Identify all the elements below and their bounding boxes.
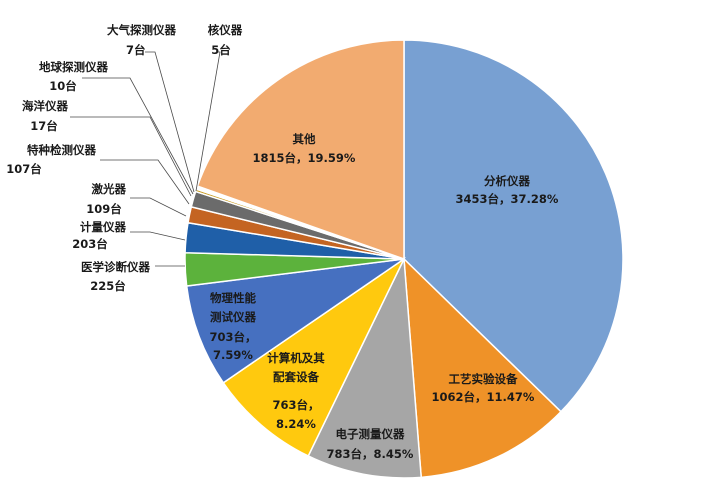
pie-slices [184,39,624,479]
pie-slice-2 [403,257,563,479]
label-jisuanji-line2: 配套设备 [273,370,319,384]
label-wuli-line3: 703台， [209,330,256,344]
label-jisuanji-line1: 计算机及其 [267,351,325,365]
label-diqiu-name: 地球探测仪器 [39,60,108,74]
label-gongyi-name: 工艺实验设备 [449,372,518,386]
pie-slice-14 [196,39,405,261]
label-gongyi-value: 1062台，11.47% [432,390,535,404]
leader-line-diqiu [82,77,194,195]
label-jisuanji-line4: 8.24% [276,417,316,431]
label-qita-name: 其他 [293,132,316,146]
label-tezhong-value: 107台 [6,162,42,176]
label-tezhong-name: 特种检测仪器 [27,143,96,157]
leader-line-tezhong [100,159,190,205]
label-fenxi-name: 分析仪器 [484,174,530,188]
label-dianzi-value: 783台，8.45% [327,447,414,461]
label-dianzi-name: 电子测量仪器 [336,427,405,441]
pie-slice-3 [307,256,423,479]
outside-labels: 医学诊断仪器 225台 计量仪器 203台 激光器 109台 特种检测仪器 10… [6,23,243,293]
slice-labels: 分析仪器 3453台，37.28% 工艺实验设备 1062台，11.47% 电子… [209,132,558,461]
label-jiliang-value: 203台 [72,237,108,251]
label-jiliang-name: 计量仪器 [80,220,126,234]
leader-line-he [195,51,221,192]
leader-lines [70,51,221,267]
label-diqiu-value: 10台 [49,79,77,93]
label-fenxi-value: 3453台，37.28% [456,192,559,206]
pie-slice-4 [222,256,406,457]
leader-line-haiyang [70,116,192,197]
label-he-value: 5台 [211,43,231,57]
label-wuli-line1: 物理性能 [210,291,256,305]
label-he-name: 核仪器 [208,23,243,37]
label-haiyang-name: 海洋仪器 [22,99,68,113]
label-jiguang-name: 激光器 [92,182,127,196]
label-yixue-name: 医学诊断仪器 [81,260,150,274]
pie-slice-1 [403,39,624,413]
label-jisuanji-line3: 763台， [272,398,319,412]
label-daqi-value: 7台 [126,43,146,57]
label-qita-value: 1815台，19.59% [253,151,356,165]
leader-line-daqi [145,51,195,193]
pie-slice-5 [185,258,405,384]
label-daqi-name: 大气探测仪器 [107,23,176,37]
label-wuli-line4: 7.59% [213,348,253,362]
label-haiyang-value: 17台 [30,119,58,133]
leader-line-jiliang [130,231,186,241]
label-jiguang-value: 109台 [86,202,122,216]
leader-line-jiguang [130,197,187,217]
label-wuli-line2: 测试仪器 [210,310,256,324]
label-yixue-value: 225台 [90,279,126,293]
